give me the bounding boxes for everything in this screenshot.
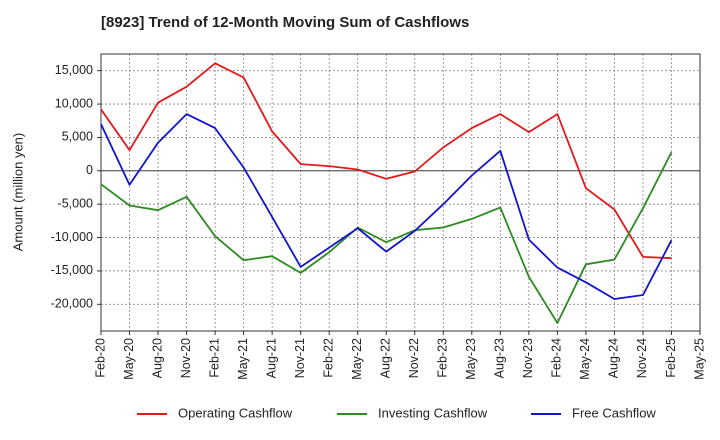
legend-label-free-cashflow: Free Cashflow <box>572 405 656 420</box>
x-tick-label: Feb-23 <box>436 338 450 378</box>
x-tick-label: May-20 <box>122 338 136 380</box>
x-tick-label: May-25 <box>692 338 706 380</box>
x-tick-label: Nov-24 <box>635 338 649 378</box>
y-tick-label: -10,000 <box>51 230 93 244</box>
x-tick-label: Feb-20 <box>93 338 107 378</box>
y-tick-label: -5,000 <box>58 196 93 210</box>
plot-frame <box>100 53 701 332</box>
y-tick-label: 0 <box>86 163 93 177</box>
series-line-free-cashflow <box>100 113 673 300</box>
legend-label-investing-cashflow: Investing Cashflow <box>378 405 488 420</box>
x-tick-label: Feb-21 <box>207 338 221 378</box>
x-tick-label: May-23 <box>464 338 478 380</box>
x-tick-label: Aug-22 <box>379 338 393 378</box>
x-tick-label: Nov-20 <box>179 338 193 378</box>
x-tick-label: Feb-22 <box>321 338 335 378</box>
x-axis-ticks: Feb-20 May-20 Aug-20 Nov-20 Feb-21 May-21 Aug-… <box>93 331 706 380</box>
x-tick-label: Nov-23 <box>521 338 535 378</box>
x-tick-label: Aug-20 <box>150 338 164 378</box>
x-tick-label: May-22 <box>350 338 364 380</box>
y-tick-label: -20,000 <box>51 297 93 311</box>
x-tick-label: Aug-21 <box>264 338 278 378</box>
series-line-investing-cashflow <box>100 151 673 324</box>
legend-label-operating-cashflow: Operating Cashflow <box>178 405 293 420</box>
x-tick-label: Nov-21 <box>293 338 307 378</box>
chart-title: [8923] Trend of 12-Month Moving Sum of C… <box>101 14 470 31</box>
series-lines <box>100 62 673 324</box>
x-tick-label: Aug-23 <box>493 338 507 378</box>
grid-lines <box>100 54 701 331</box>
x-tick-label: Nov-22 <box>407 338 421 378</box>
x-tick-label: Feb-25 <box>664 338 678 378</box>
y-tick-label: 5,000 <box>62 130 93 144</box>
x-tick-label: May-24 <box>578 338 592 380</box>
x-tick-label: May-21 <box>236 338 250 380</box>
series-line-operating-cashflow <box>100 62 672 260</box>
x-tick-label: Aug-24 <box>607 338 621 378</box>
y-tick-label: 10,000 <box>55 96 93 110</box>
y-axis-label: Amount (million yen) <box>10 133 25 252</box>
y-tick-label: 15,000 <box>55 63 93 77</box>
legend: Operating Cashflow Investing Cashflow Free… <box>137 405 656 420</box>
y-axis-ticks: 15,000 10,000 5,000 0 -5,000 -10,000 -15,000 -2… <box>51 63 101 311</box>
x-tick-label: Feb-24 <box>550 338 564 378</box>
y-tick-label: -15,000 <box>51 263 93 277</box>
